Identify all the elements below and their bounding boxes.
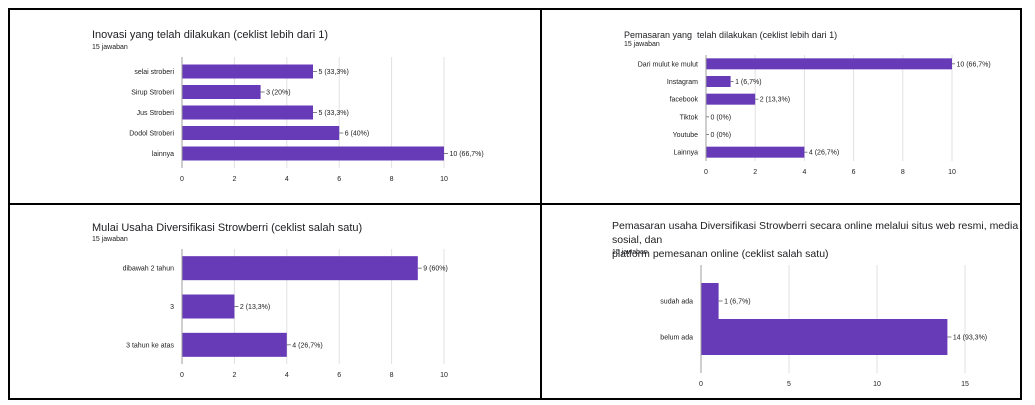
chart-title: Pemasaran yang telah dilakukan (ceklist … [624, 30, 838, 40]
category-label: Youtube [673, 132, 699, 139]
x-tick-label: 5 [787, 381, 791, 388]
bar [182, 256, 418, 281]
category-label: Lainnya [673, 150, 698, 157]
divider-horizontal [8, 203, 1022, 205]
data-label: 0 (0%) [711, 114, 732, 121]
bar [182, 126, 340, 140]
category-label: Tiktok [680, 114, 699, 121]
bar [182, 146, 444, 161]
chart-title: Pemasaran usaha Diversifikasi Strowberri… [612, 220, 1019, 260]
chart-panel-pemasaran: Pemasaran yang telah dilakukan (ceklist … [542, 10, 1020, 203]
chart-panel-pemasaran-online: Pemasaran usaha Diversifikasi Strowberri… [542, 205, 1020, 398]
chart-subtitle: 15 jawaban [92, 44, 128, 51]
chart-subtitle: 15 jawaban [612, 249, 648, 256]
category-label: Dodol Stroberi [129, 131, 174, 138]
category-label: 3 [170, 304, 174, 311]
x-tick-label: 10 [440, 372, 448, 379]
x-tick-label: 4 [285, 372, 289, 379]
chart-panel-inovasi: Inovasi yang telah dilakukan (ceklist le… [10, 10, 540, 203]
x-tick-label: 15 [961, 381, 969, 388]
bar [706, 75, 731, 87]
x-tick-label: 2 [232, 372, 236, 379]
x-tick-label: 8 [901, 169, 905, 176]
category-label: Sirup Stroberi [131, 90, 174, 97]
x-tick-label: 10 [440, 176, 448, 183]
x-tick-label: 0 [699, 381, 703, 388]
category-label: Instagram [667, 79, 698, 86]
category-label: Jus Stroberi [137, 110, 175, 117]
bar [701, 283, 719, 319]
x-tick-label: 0 [704, 169, 708, 176]
x-tick-label: 4 [285, 176, 289, 183]
category-label: 3 tahun ke atas [126, 342, 174, 349]
data-label: 4 (26,7%) [292, 342, 322, 349]
x-tick-label: 10 [873, 381, 881, 388]
data-label: 1 (6,7%) [735, 79, 761, 86]
bar [182, 85, 261, 99]
category-label: selai stroberi [134, 69, 174, 76]
x-tick-label: 0 [180, 372, 184, 379]
data-label: 6 (40%) [345, 131, 370, 138]
data-label: 5 (33,3%) [319, 69, 349, 76]
x-tick-label: 0 [180, 176, 184, 183]
category-label: facebook [670, 97, 699, 104]
chart-subtitle: 15 jawaban [92, 236, 128, 243]
category-label: dibawah 2 tahun [123, 266, 174, 273]
bar-chart-mulai-usaha: 0 2 4 6 8 10 dibawah 2 tahun 9 (60%) 3 2 (13,3%) 3… [123, 249, 448, 379]
x-tick-label: 6 [337, 372, 341, 379]
bar [182, 332, 287, 357]
x-tick-label: 8 [390, 372, 394, 379]
bar [182, 105, 313, 120]
chart-subtitle: 15 jawaban [624, 41, 660, 48]
bar [706, 93, 756, 105]
bar-chart-pemasaran: 0 2 4 6 8 10 Dari mulut ke mulut 10 (66,7%) Inst… [638, 55, 991, 176]
category-label: lainnya [152, 151, 174, 158]
x-tick-label: 4 [802, 169, 806, 176]
x-tick-label: 8 [390, 176, 394, 183]
bar [182, 294, 235, 319]
data-label: 4 (26,7%) [809, 150, 839, 157]
category-label: belum ada [660, 335, 693, 342]
bar-chart-inovasi: 0 2 4 6 8 10 selai stroberi 5 (33,3%) Sirup Stro… [129, 57, 484, 183]
data-label: 10 (66,7%) [957, 61, 991, 68]
category-label: sudah ada [660, 299, 693, 306]
x-tick-label: 2 [232, 176, 236, 183]
x-tick-label: 10 [948, 169, 956, 176]
data-label: 10 (66,7%) [450, 151, 484, 158]
data-label: 5 (33,3%) [319, 110, 349, 117]
x-tick-label: 6 [337, 176, 341, 183]
chart-title: Inovasi yang telah dilakukan (ceklist le… [92, 29, 329, 41]
bar-chart-pemasaran-online: 0 5 10 15 sudah ada 1 (6,7%) belum ada 14 (93,3… [660, 265, 987, 388]
chart-panel-mulai-usaha: Mulai Usaha Diversifikasi Strowberri (ce… [10, 205, 540, 398]
x-tick-label: 6 [852, 169, 856, 176]
x-tick-label: 2 [753, 169, 757, 176]
bar [706, 58, 952, 70]
bar [706, 146, 805, 158]
data-label: 14 (93,3%) [953, 335, 987, 342]
data-label: 1 (6,7%) [724, 299, 750, 306]
data-label: 0 (0%) [711, 132, 732, 139]
data-label: 3 (20%) [266, 90, 291, 97]
data-label: 2 (13,3%) [760, 97, 790, 104]
bar [182, 64, 313, 79]
data-label: 2 (13,3%) [240, 304, 270, 311]
category-label: Dari mulut ke mulut [638, 61, 698, 68]
bar [701, 319, 948, 355]
chart-title: Mulai Usaha Diversifikasi Strowberri (ce… [92, 222, 363, 234]
data-label: 9 (60%) [423, 266, 448, 273]
